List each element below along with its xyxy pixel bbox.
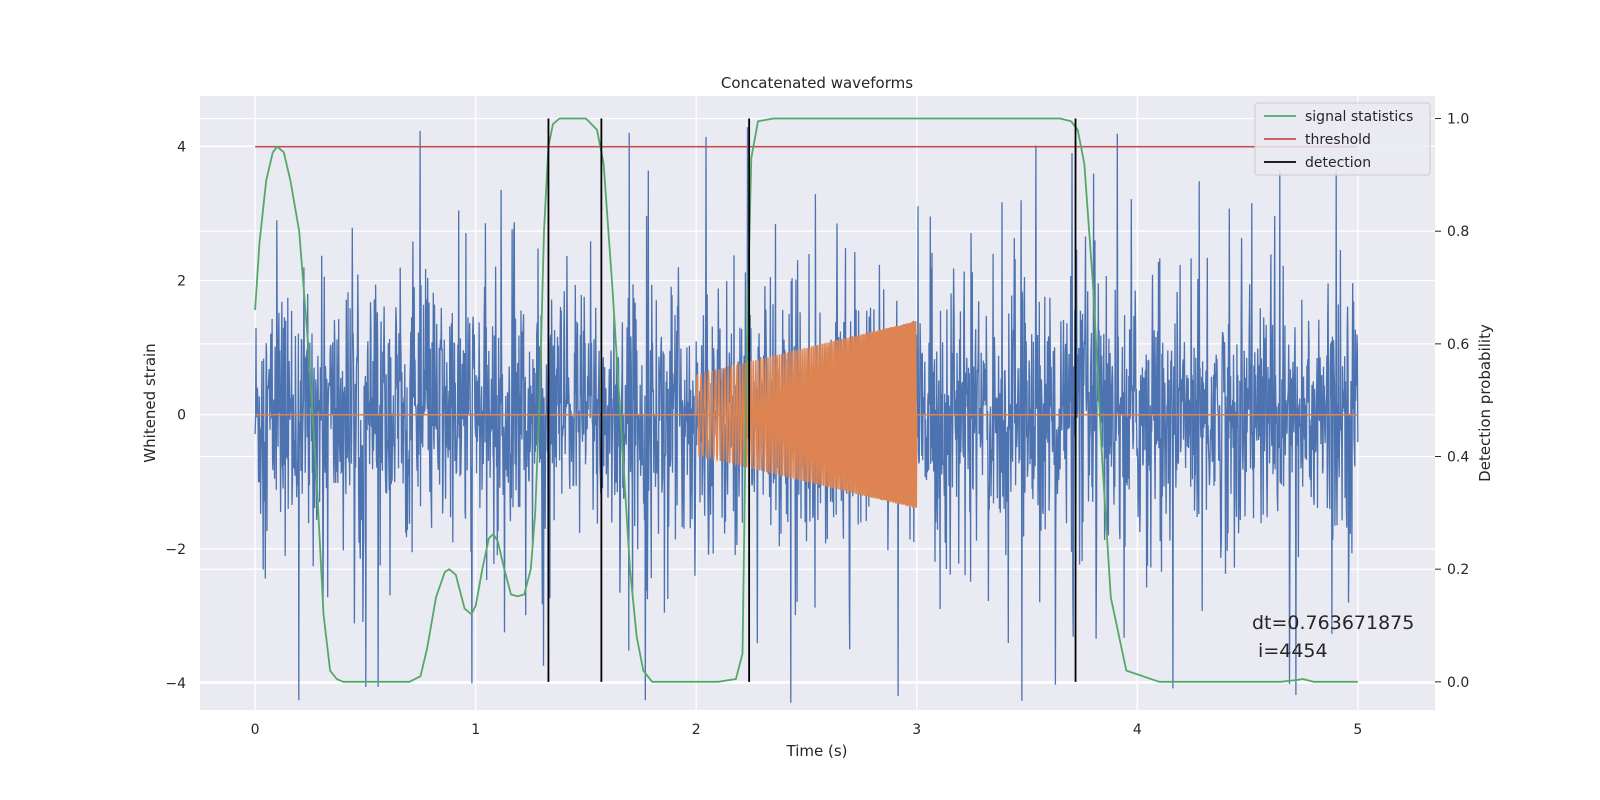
y2-tick-label: 0.2: [1447, 562, 1469, 578]
y2-tick-label: 1.0: [1447, 112, 1469, 128]
y-tick-label: 0: [177, 408, 186, 424]
y2-tick-label: 0.6: [1447, 337, 1469, 353]
noise-series: [254, 127, 1359, 703]
x-tick-label: 4: [1133, 722, 1142, 738]
plot-area: [254, 117, 1359, 703]
signal-statistics-line: [254, 117, 1358, 683]
y2-tick-label: 0.4: [1447, 450, 1469, 466]
legend-box: [1254, 102, 1431, 176]
y-axis-label: Whitened strain: [141, 343, 159, 462]
legend: signal statistics threshold detection: [1254, 102, 1431, 176]
y-tick-label: −2: [165, 542, 186, 558]
legend-label-signal-statistics: signal statistics: [1305, 109, 1413, 125]
x-tick-label: 1: [471, 722, 480, 738]
y2-tick-label: 0.8: [1447, 224, 1469, 240]
y-tick-label: 4: [177, 139, 186, 155]
legend-label-detection: detection: [1305, 155, 1371, 171]
y-tick-label: 2: [177, 274, 186, 290]
y-tick-label: −4: [165, 676, 186, 692]
chart-title: Concatenated waveforms: [721, 74, 913, 92]
annotation-i: i=4454: [1252, 640, 1328, 662]
x-tick-label: 0: [251, 722, 260, 738]
y2-tick-label: 0.0: [1447, 675, 1469, 691]
x-tick-label: 2: [692, 722, 701, 738]
x-tick-label: 5: [1353, 722, 1362, 738]
axes: 0 1 2 3 4 5 −4 −2 0 2 4 0.0 0.2 0.4 0.6 0.8 1.0: [165, 112, 1469, 738]
chirp-series: [695, 321, 918, 509]
legend-label-threshold: threshold: [1305, 132, 1371, 148]
annotation-dt: dt=0.763671875: [1252, 612, 1414, 634]
x-tick-label: 3: [912, 722, 921, 738]
y2-axis-label: Detection probability: [1476, 324, 1494, 482]
x-axis-label: Time (s): [786, 742, 848, 760]
